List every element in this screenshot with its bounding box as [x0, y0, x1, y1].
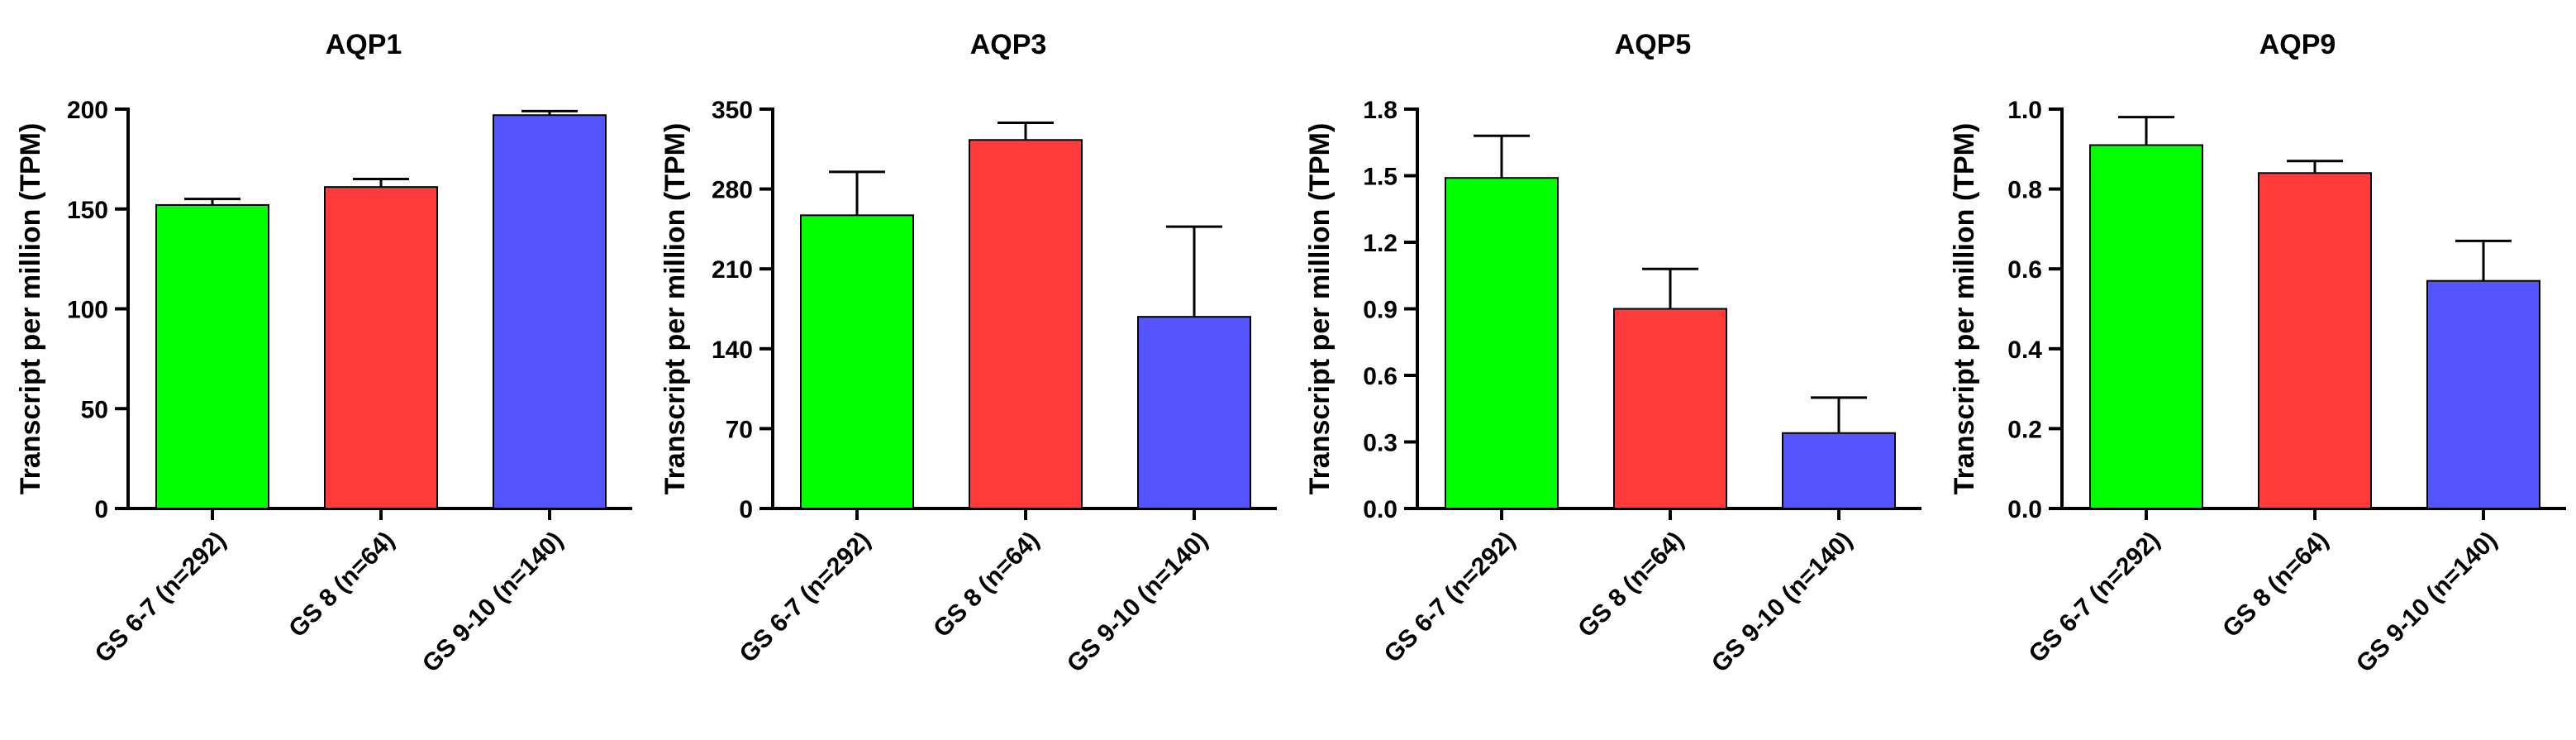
y-tick-label: 140 — [712, 337, 753, 364]
x-category-label: GS 6-7 (n=292) — [90, 527, 231, 668]
y-tick-label: 0 — [739, 496, 753, 523]
y-tick-label: 1.2 — [1363, 230, 1398, 257]
bar-3 — [493, 114, 607, 509]
chart-panel-aqp1: AQP1 Transcript per million (TPM) 0 50 100 15… — [15, 29, 632, 678]
y-axis-label: Transcript per million (TPM) — [1304, 123, 1336, 495]
y-tick-label: 0.6 — [1363, 363, 1398, 390]
bar-2 — [969, 139, 1083, 509]
chart-title: AQP5 — [1615, 29, 1692, 60]
x-category-label: GS 9-10 (n=140) — [1062, 527, 1213, 678]
y-tick-label: 280 — [712, 177, 753, 204]
y-tick-label: 0.9 — [1363, 297, 1398, 324]
y-tick-label: 350 — [712, 97, 753, 124]
x-category-label: GS 8 (n=64) — [283, 527, 400, 643]
chart-title: AQP3 — [970, 29, 1047, 60]
y-tick-label: 200 — [67, 97, 108, 124]
y-tick-label: 1.8 — [1363, 97, 1398, 124]
y-tick-label: 0.0 — [2007, 496, 2042, 523]
y-tick-label: 0.4 — [2007, 337, 2042, 364]
x-category-label: GS 9-10 (n=140) — [417, 527, 569, 678]
chart-panel-aqp5: AQP5 Transcript per million (TPM) 0.0 0.3 0.… — [1304, 29, 1921, 678]
y-tick-label: 0.0 — [1363, 496, 1398, 523]
x-category-label: GS 8 (n=64) — [1573, 527, 1689, 643]
bar-3 — [1782, 432, 1896, 509]
bar-2 — [1613, 308, 1727, 509]
bar-3 — [2426, 279, 2540, 509]
bar-2 — [324, 186, 438, 509]
x-category-label: GS 6-7 (n=292) — [2024, 527, 2165, 668]
y-tick-label: 50 — [81, 396, 108, 423]
bar-1 — [1445, 177, 1559, 510]
x-category-label: GS 9-10 (n=140) — [1707, 527, 1858, 678]
x-category-label: GS 8 (n=64) — [928, 527, 1045, 643]
y-axis-label: Transcript per million (TPM) — [659, 123, 691, 495]
y-tick-label: 0.6 — [2007, 256, 2042, 284]
x-category-label: GS 9-10 (n=140) — [2351, 527, 2502, 678]
y-tick-label: 100 — [67, 297, 108, 324]
bar-1 — [155, 203, 269, 509]
y-tick-label: 0.8 — [2007, 177, 2042, 204]
bar-1 — [800, 214, 914, 509]
chart-title: AQP9 — [2259, 29, 2336, 60]
x-category-label: GS 6-7 (n=292) — [735, 527, 876, 668]
y-tick-label: 0 — [94, 496, 108, 523]
y-axis-label: Transcript per million (TPM) — [15, 123, 46, 495]
y-tick-label: 0.3 — [1363, 430, 1398, 457]
chart-panel-aqp9: AQP9 Transcript per million (TPM) 0.0 0.2 0.… — [1949, 29, 2566, 678]
y-tick-label: 1.5 — [1363, 164, 1398, 191]
y-tick-label: 0.2 — [2007, 416, 2042, 443]
x-category-label: GS 6-7 (n=292) — [1379, 527, 1521, 668]
y-tick-label: 210 — [712, 256, 753, 284]
y-axis-label: Transcript per million (TPM) — [1949, 123, 1980, 495]
x-category-label: GS 8 (n=64) — [2217, 527, 2334, 643]
y-tick-label: 70 — [726, 416, 753, 443]
chart-title: AQP1 — [326, 29, 402, 60]
bar-3 — [1137, 316, 1251, 509]
chart-panel-aqp3: AQP3 Transcript per million (TPM) 0 70 140 21… — [659, 29, 1277, 678]
bar-2 — [2258, 172, 2372, 509]
bar-1 — [2089, 144, 2203, 509]
y-tick-label: 150 — [67, 197, 108, 224]
y-tick-label: 1.0 — [2007, 97, 2042, 124]
